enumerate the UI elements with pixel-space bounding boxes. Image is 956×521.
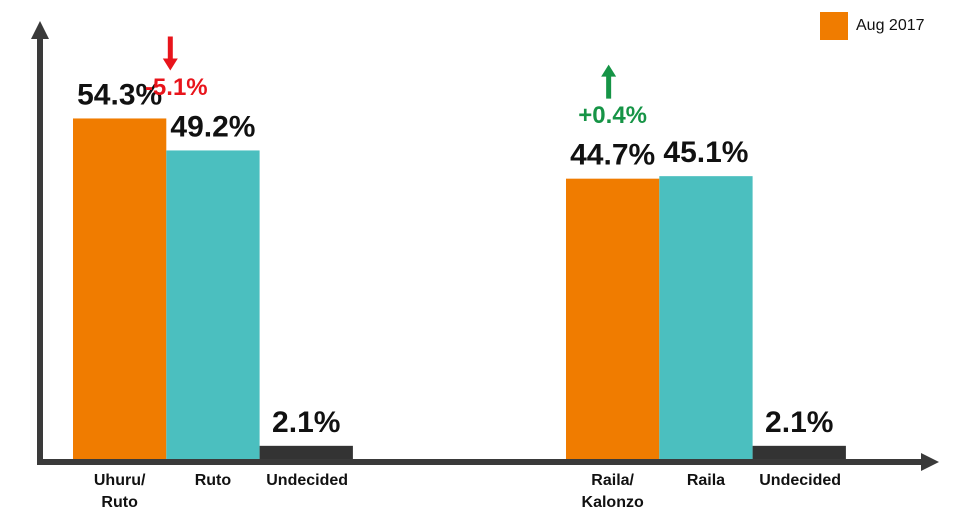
- arrow: [162, 36, 178, 71]
- value-label: 2.1%: [765, 406, 833, 439]
- legend-swatch: [820, 12, 848, 40]
- x-tick-label: Uhuru/ Ruto: [93, 472, 146, 511]
- bar: [259, 445, 353, 459]
- bar: [166, 150, 260, 459]
- x-tick-label: Ruto: [194, 472, 232, 489]
- legend-label: Aug 2017: [856, 17, 925, 34]
- bar: [73, 118, 167, 459]
- annotation: +0.4%: [578, 102, 647, 129]
- bar: [659, 176, 753, 459]
- value-label: 54.3%: [77, 78, 162, 111]
- value-label: 2.1%: [272, 406, 340, 439]
- x-tick-label: Undecided: [759, 472, 842, 489]
- bar: [752, 445, 846, 459]
- annotation: -5.1%: [145, 74, 208, 101]
- arrow: [601, 64, 617, 99]
- x-tick-label: Raila: [686, 472, 726, 489]
- value-label: 45.1%: [663, 136, 748, 169]
- bar: [566, 178, 660, 459]
- x-tick-label: Raila/ Kalonzo: [581, 472, 644, 511]
- value-label: 44.7%: [570, 139, 655, 172]
- x-tick-label: Undecided: [266, 472, 349, 489]
- value-label: 49.2%: [170, 110, 255, 143]
